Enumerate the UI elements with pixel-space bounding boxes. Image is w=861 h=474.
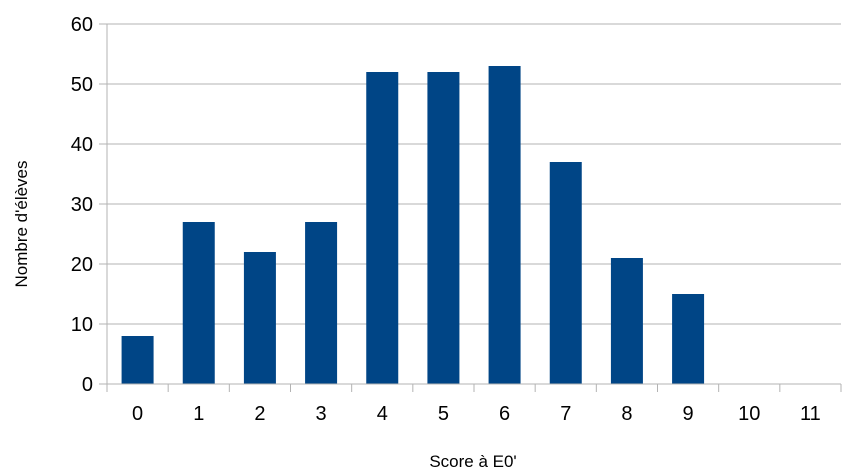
y-tick-label-30: 30	[71, 194, 93, 216]
y-axis-title: Nombre d'élèves	[12, 160, 31, 287]
x-tick-label-5: 5	[438, 403, 449, 425]
bar-0	[121, 336, 154, 384]
y-tick-label-40: 40	[71, 134, 93, 156]
x-tick-label-10: 10	[738, 403, 760, 425]
x-tick-label-9: 9	[683, 403, 694, 425]
axes	[106, 24, 842, 392]
gridlines	[99, 23, 841, 385]
x-tick-label-7: 7	[560, 403, 571, 425]
bar-4	[366, 72, 399, 384]
x-tick-labels: 0 1 2 3 4 5 6 7 8 9 10 11	[132, 403, 821, 425]
y-tick-label-20: 20	[71, 254, 93, 276]
y-tick-label-0: 0	[82, 374, 93, 396]
x-tick-label-4: 4	[377, 403, 388, 425]
x-tick-label-2: 2	[254, 403, 265, 425]
bar-1	[182, 222, 215, 384]
x-tick-label-8: 8	[621, 403, 632, 425]
x-axis-title: Score à E0'	[429, 452, 516, 471]
bars	[121, 66, 705, 384]
bar-8	[610, 258, 643, 384]
bar-5	[427, 72, 460, 384]
bar-3	[305, 222, 338, 384]
bar-9	[672, 294, 705, 384]
bar-7	[549, 162, 582, 384]
bar-2	[243, 252, 276, 384]
x-tick-label-6: 6	[499, 403, 510, 425]
x-tick-label-0: 0	[132, 403, 143, 425]
y-tick-label-60: 60	[71, 14, 93, 36]
x-tick-label-11: 11	[800, 403, 821, 425]
bar-6	[488, 66, 521, 384]
y-tick-label-10: 10	[71, 314, 93, 336]
x-tick-label-1: 1	[193, 403, 204, 425]
x-tick-label-3: 3	[316, 403, 327, 425]
y-tick-labels: 0 10 20 30 40 50 60	[71, 14, 93, 396]
y-tick-label-50: 50	[71, 74, 93, 96]
